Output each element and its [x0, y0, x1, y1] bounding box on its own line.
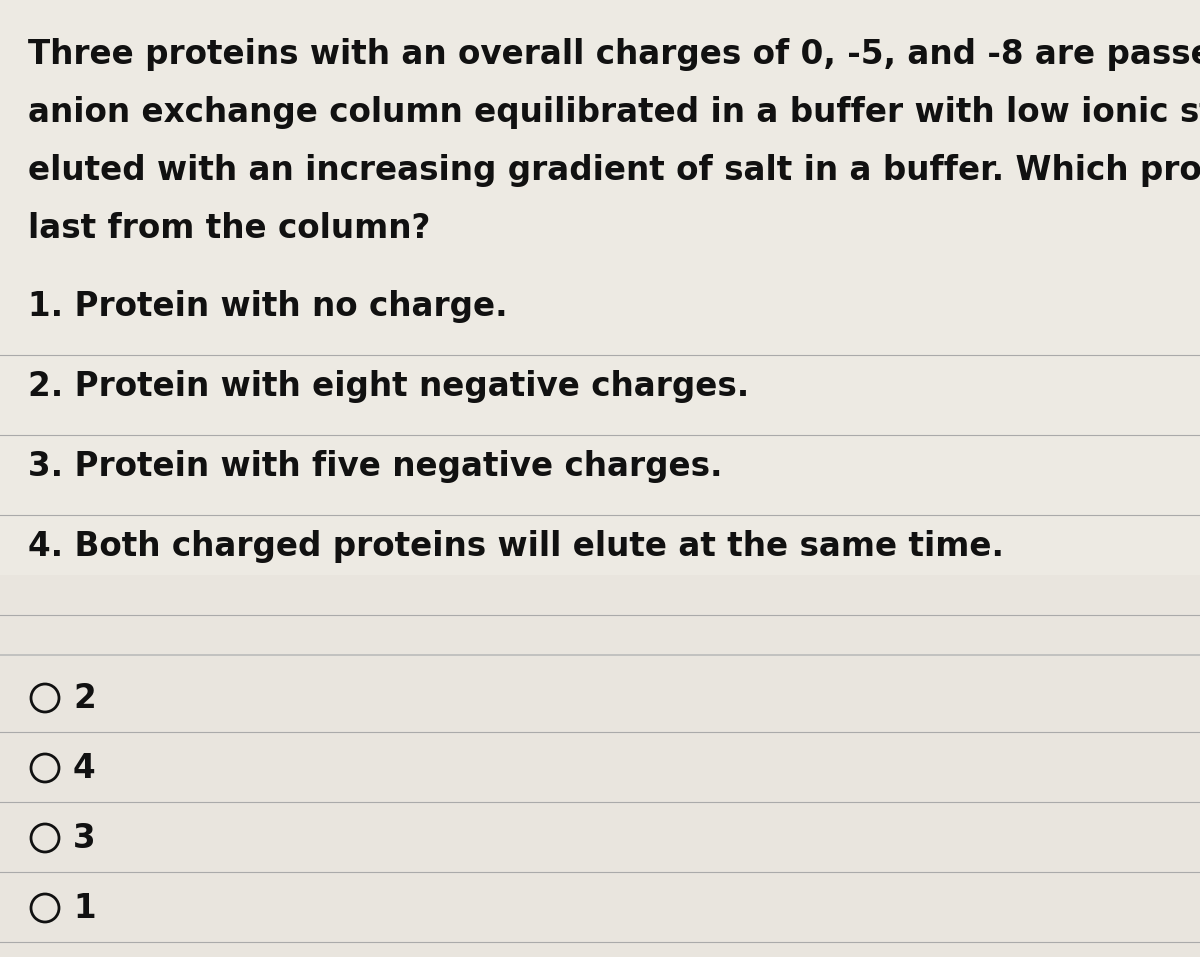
- Text: 3. Protein with five negative charges.: 3. Protein with five negative charges.: [28, 450, 722, 483]
- Text: last from the column?: last from the column?: [28, 212, 431, 245]
- Text: eluted with an increasing gradient of salt in a buffer. Which protein will elute: eluted with an increasing gradient of sa…: [28, 154, 1200, 187]
- Text: 2: 2: [73, 681, 96, 715]
- Text: Three proteins with an overall charges of 0, -5, and -8 are passed through an: Three proteins with an overall charges o…: [28, 38, 1200, 71]
- FancyBboxPatch shape: [0, 0, 1200, 575]
- Text: 4. Both charged proteins will elute at the same time.: 4. Both charged proteins will elute at t…: [28, 530, 1004, 563]
- Text: 3: 3: [73, 821, 96, 855]
- Text: 1. Protein with no charge.: 1. Protein with no charge.: [28, 290, 508, 323]
- Text: 4: 4: [73, 751, 96, 785]
- Text: 1: 1: [73, 892, 96, 924]
- Text: 2. Protein with eight negative charges.: 2. Protein with eight negative charges.: [28, 370, 749, 403]
- Text: anion exchange column equilibrated in a buffer with low ionic strength and: anion exchange column equilibrated in a …: [28, 96, 1200, 129]
